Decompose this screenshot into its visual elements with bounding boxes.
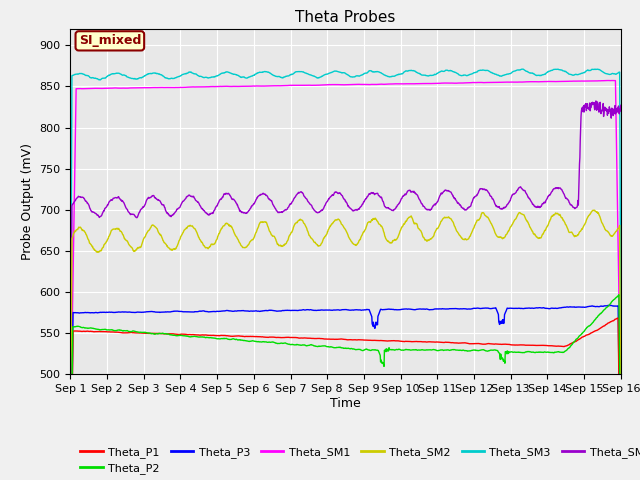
Theta_SM1 [617, 407, 625, 413]
Theta_P3 [503, 306, 511, 312]
Theta_SM3 [189, 70, 196, 76]
Theta_SM4 [250, 201, 258, 206]
Theta_P1 [250, 334, 258, 339]
Theta_SM2 [503, 231, 511, 237]
Theta_SM2 [175, 238, 183, 243]
Theta_P3 [189, 309, 196, 315]
Theta_P2 [503, 351, 511, 357]
Theta_SM4 [189, 193, 196, 199]
Theta_P3 [175, 309, 183, 314]
Theta_P2 [552, 349, 559, 355]
Theta_SM4 [592, 98, 600, 104]
Line: Theta_P2: Theta_P2 [70, 295, 621, 480]
Theta_SM1 [552, 79, 559, 84]
Theta_P1 [189, 332, 196, 337]
Theta_SM2 [552, 210, 559, 216]
Theta_P1 [552, 343, 559, 349]
Theta_SM1 [189, 84, 196, 90]
Line: Theta_SM4: Theta_SM4 [70, 101, 621, 480]
X-axis label: Time: Time [330, 397, 361, 410]
Theta_P1 [503, 341, 511, 347]
Theta_P2 [175, 333, 183, 338]
Theta_SM3 [503, 72, 511, 77]
Theta_SM1 [67, 434, 74, 440]
Theta_P2 [431, 347, 439, 353]
Legend: Theta_P1, Theta_P2, Theta_P3, Theta_SM1, Theta_SM2, Theta_SM3, Theta_SM4: Theta_P1, Theta_P2, Theta_P3, Theta_SM1,… [76, 442, 640, 479]
Y-axis label: Probe Output (mV): Probe Output (mV) [21, 143, 34, 260]
Theta_SM3 [431, 72, 439, 77]
Line: Theta_P1: Theta_P1 [70, 318, 621, 480]
Theta_P2 [615, 292, 623, 298]
Line: Theta_SM1: Theta_SM1 [70, 81, 621, 437]
Theta_SM1 [250, 83, 258, 89]
Theta_P1 [175, 332, 183, 337]
Theta_SM2 [250, 234, 258, 240]
Theta_SM4 [175, 205, 183, 211]
Line: Theta_SM3: Theta_SM3 [70, 69, 621, 431]
Title: Theta Probes: Theta Probes [296, 10, 396, 25]
Theta_SM4 [617, 102, 625, 108]
Theta_SM4 [503, 202, 511, 208]
Theta_P3 [250, 308, 258, 314]
Theta_SM1 [175, 84, 183, 90]
Theta_P1 [614, 315, 622, 321]
Theta_SM3 [552, 66, 559, 72]
Line: Theta_SM2: Theta_SM2 [70, 210, 621, 480]
Theta_SM2 [189, 224, 196, 229]
Theta_SM1 [605, 78, 612, 84]
Theta_P1 [431, 339, 439, 345]
Theta_P3 [604, 302, 612, 308]
Theta_SM3 [518, 66, 525, 72]
Theta_SM4 [552, 185, 559, 191]
Theta_P2 [189, 334, 196, 339]
Theta_SM3 [175, 73, 183, 79]
Theta_SM2 [431, 229, 439, 235]
Theta_P3 [431, 306, 439, 312]
Theta_P2 [250, 338, 258, 344]
Line: Theta_P3: Theta_P3 [70, 305, 621, 480]
Theta_SM2 [617, 432, 625, 438]
Theta_SM2 [591, 207, 598, 213]
Theta_SM4 [431, 202, 439, 207]
Theta_SM3 [67, 428, 74, 434]
Theta_SM1 [431, 81, 439, 86]
Theta_P3 [552, 305, 559, 311]
Theta_SM1 [503, 79, 511, 85]
Theta_SM3 [250, 72, 258, 78]
Text: SI_mixed: SI_mixed [79, 35, 141, 48]
Theta_SM3 [617, 337, 625, 343]
